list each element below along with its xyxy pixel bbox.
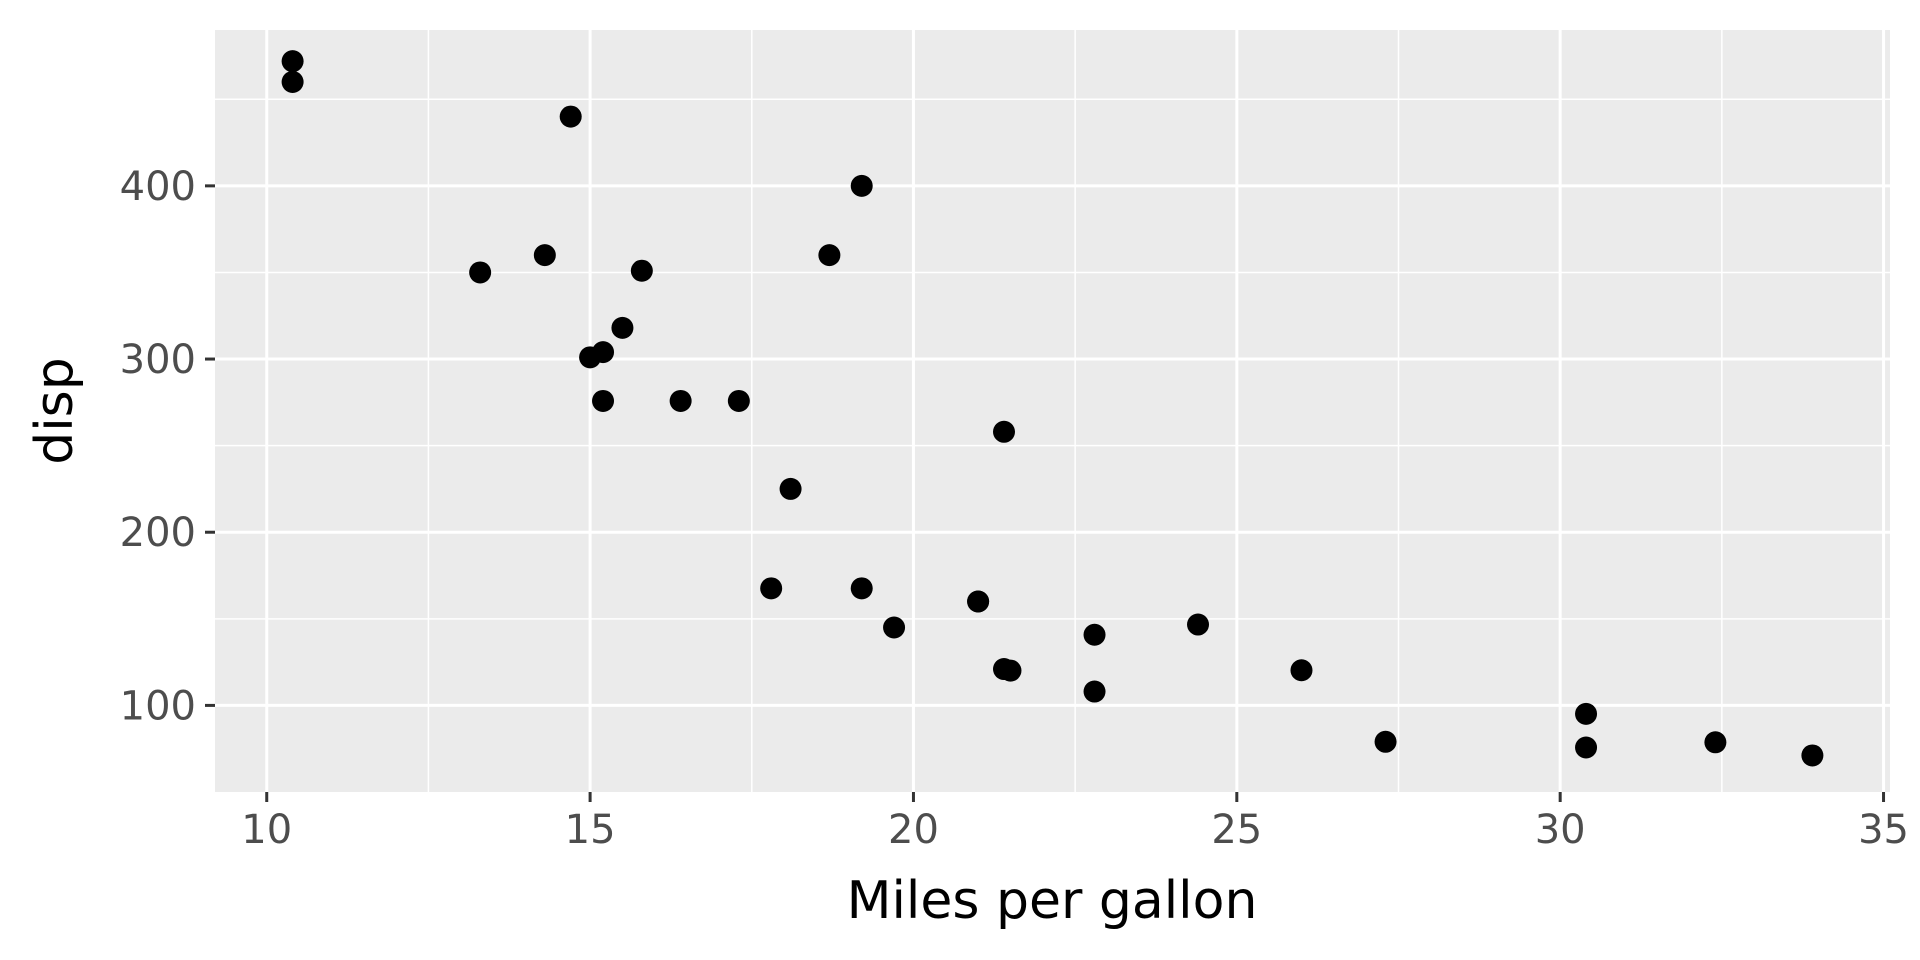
x-tick-label: 35 bbox=[1858, 807, 1909, 853]
y-tick-label: 400 bbox=[120, 164, 196, 210]
grid-major-lines bbox=[215, 30, 1890, 792]
y-tick-label: 200 bbox=[120, 510, 196, 556]
y-axis-title: disp bbox=[25, 357, 85, 465]
data-point bbox=[281, 70, 304, 93]
grid-minor-lines bbox=[215, 30, 1890, 792]
y-tick-label: 100 bbox=[120, 683, 196, 729]
data-point bbox=[533, 244, 556, 267]
data-point bbox=[967, 590, 990, 613]
data-point bbox=[579, 346, 602, 369]
data-point bbox=[850, 174, 873, 197]
x-axis-title: Miles per gallon bbox=[847, 871, 1258, 931]
data-point bbox=[669, 389, 692, 412]
data-point bbox=[1704, 731, 1727, 754]
y-axis: 100 200 300 400 bbox=[120, 164, 215, 729]
data-point bbox=[883, 616, 906, 639]
x-tick-label: 30 bbox=[1535, 807, 1586, 853]
x-axis: 10 15 20 25 30 35 bbox=[241, 792, 1909, 853]
data-point bbox=[630, 259, 653, 282]
x-tick-label: 15 bbox=[565, 807, 616, 853]
data-point bbox=[559, 105, 582, 128]
plot-panel bbox=[215, 30, 1890, 792]
data-point bbox=[992, 658, 1015, 681]
data-point bbox=[760, 577, 783, 600]
x-tick-label: 25 bbox=[1211, 807, 1262, 853]
data-point bbox=[592, 389, 615, 412]
data-point bbox=[469, 261, 492, 284]
data-point bbox=[1575, 702, 1598, 725]
data-point bbox=[1083, 623, 1106, 646]
data-point bbox=[1290, 659, 1313, 682]
data-point bbox=[1083, 680, 1106, 703]
data-point bbox=[281, 50, 304, 73]
data-point bbox=[1374, 730, 1397, 753]
data-point bbox=[1801, 744, 1824, 767]
data-point bbox=[727, 389, 750, 412]
data-point bbox=[1187, 613, 1210, 636]
data-point bbox=[611, 316, 634, 339]
data-point bbox=[779, 477, 802, 500]
data-point bbox=[850, 577, 873, 600]
x-tick-label: 20 bbox=[888, 807, 939, 853]
data-point bbox=[818, 244, 841, 267]
y-tick-label: 300 bbox=[120, 337, 196, 383]
data-point bbox=[992, 420, 1015, 443]
x-tick-label: 10 bbox=[241, 807, 292, 853]
data-points bbox=[281, 50, 1824, 767]
data-point bbox=[1575, 736, 1598, 759]
